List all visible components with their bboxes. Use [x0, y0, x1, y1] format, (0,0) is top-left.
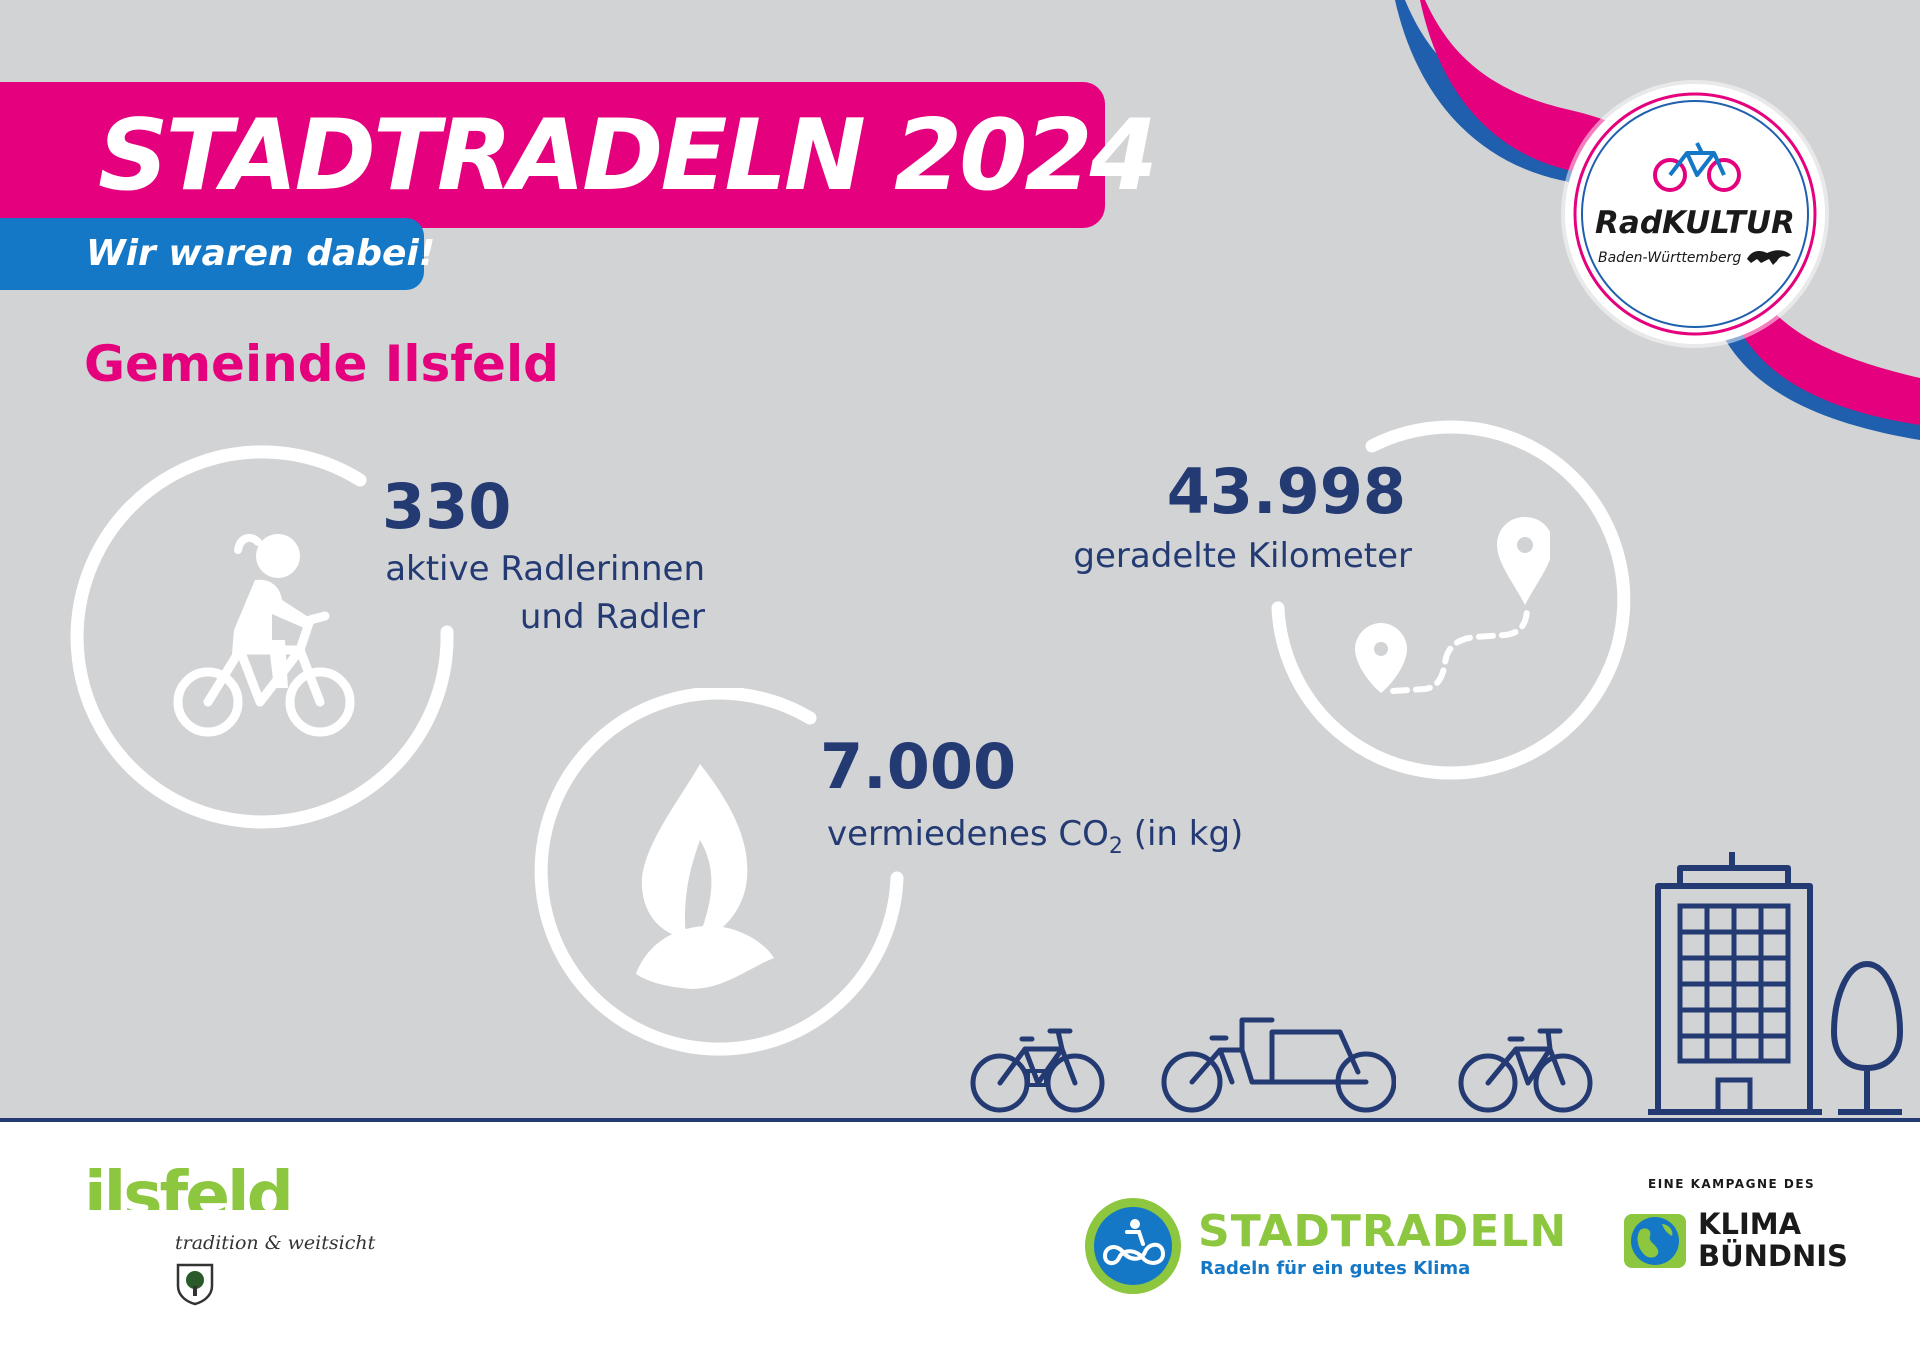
stadtradeln-name: STADTRADELN [1198, 1206, 1568, 1257]
route-icon [1355, 517, 1550, 694]
stadtradeln-logo-icon [1085, 1198, 1181, 1294]
cyclists-label-line2: und Radler [519, 597, 705, 637]
co2-label: vermiedenes CO2 (in kg) [827, 810, 1243, 871]
subtitle-banner [0, 218, 424, 290]
lion-icon [1747, 250, 1791, 265]
co2-ring [534, 688, 904, 1056]
bicycle-icon [1458, 1028, 1593, 1113]
klima-buendnis-line2: BÜNDNIS [1698, 1239, 1848, 1273]
building-icon [1648, 852, 1822, 1115]
bicycle-icon [1653, 142, 1741, 192]
cyclists-label: aktive Radlerinnen und Radler [385, 545, 705, 641]
section-divider [0, 1118, 1920, 1122]
cyclists-count: 330 [382, 470, 512, 543]
page-subtitle: Wir waren dabei! [86, 233, 436, 274]
leaf-icon [636, 764, 774, 989]
globe-icon [1624, 1214, 1686, 1268]
stadtradeln-slogan: Radeln für ein gutes Klima [1200, 1258, 1471, 1279]
e-bicycle-icon [970, 1028, 1105, 1113]
coat-of-arms-icon [176, 1263, 214, 1306]
co2-label-unit: (in kg) [1122, 814, 1244, 854]
municipality-name: Gemeinde Ilsfeld [84, 335, 559, 393]
radkultur-name: RadKULTUR [1595, 205, 1795, 241]
co2-label-main: vermiedenes CO [827, 814, 1109, 854]
page-title: STADTRADELN 2024 [98, 99, 1158, 213]
klima-buendnis-line1: KLIMA [1698, 1207, 1802, 1241]
cyclists-label-line1: aktive Radlerinnen [385, 549, 705, 589]
cyclist-ring [70, 445, 454, 829]
kilometers-value: 43.998 [1166, 455, 1406, 528]
cyclist-icon [173, 533, 355, 737]
radkultur-logo [1565, 84, 1825, 344]
kilometers-label: geradelte Kilometer [1073, 536, 1412, 576]
tree-icon [1831, 961, 1903, 1115]
co2-value: 7.000 [820, 730, 1017, 803]
hero-section: STADTRADELN 2024 Wir waren dabei! Gemein… [0, 0, 1920, 1120]
route-ring [1271, 420, 1631, 780]
radkultur-region: Baden-Württemberg [1598, 250, 1742, 266]
cargo-bike-icon [1161, 1017, 1396, 1113]
ilsfeld-tagline: tradition & weitsicht [175, 1232, 376, 1254]
kampagne-label: EINE KAMPAGNE DES [1648, 1177, 1816, 1191]
ilsfeld-logo: ilsfeld [84, 1160, 291, 1210]
title-banner [0, 82, 1105, 228]
co2-label-subscript: 2 [1108, 833, 1123, 859]
